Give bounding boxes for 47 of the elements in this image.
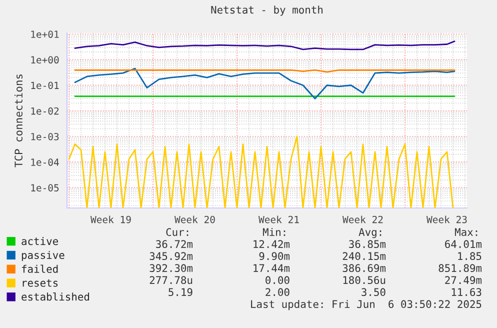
text: 27.49m: [445, 276, 482, 284]
text: Last update: Fri Jun 6 03:50:22 2025: [251, 300, 482, 310]
text: 3.50: [362, 288, 386, 296]
text: 9.90m: [259, 252, 290, 260]
text: 240.15m: [342, 252, 386, 260]
text: 277.78u: [150, 276, 192, 284]
x-tick-label: Week 22: [342, 216, 383, 224]
text: 386.69m: [342, 264, 386, 272]
text: 36.85m: [349, 240, 386, 248]
y-tick-label: 1e-03: [31, 132, 59, 140]
x-tick-label: Week 21: [258, 216, 299, 224]
y-tick-label: 1e-05: [31, 184, 59, 192]
y-tick-label: 1e+00: [31, 56, 59, 64]
y-tick-label: 1e-02: [31, 107, 59, 115]
legend-label: established: [22, 292, 90, 301]
chart-title: Netstat - by month: [211, 6, 323, 16]
legend-label: resets: [22, 279, 58, 287]
text: 64.01m: [445, 240, 482, 248]
text: 851.89m: [438, 264, 482, 272]
text: Min:: [262, 228, 286, 236]
text: 5.19: [168, 288, 192, 296]
text: 17.44m: [254, 264, 290, 272]
text: Max:: [454, 228, 478, 236]
x-tick-label: Week 23: [426, 216, 467, 224]
text: 11.63: [452, 288, 482, 296]
text: 12.42m: [254, 240, 290, 248]
y-tick-label: 1e-01: [31, 82, 59, 90]
text: 36.72m: [156, 240, 193, 248]
text: Cur:: [166, 228, 188, 236]
text: Avg:: [358, 228, 382, 238]
x-tick-label: Week 20: [174, 216, 215, 224]
text: 1.85: [458, 252, 482, 260]
text: 2.00: [266, 288, 290, 296]
legend-label: active: [22, 237, 58, 246]
y-tick-label: 1e-04: [31, 158, 59, 166]
y-tick-label: 1e+01: [31, 30, 59, 38]
line-series: [68, 136, 454, 208]
legend-label: passive: [22, 250, 64, 262]
text: 392.30m: [150, 264, 193, 272]
line-series: [74, 68, 456, 100]
y-axis-title: TCP connections: [14, 74, 23, 168]
line-series: [74, 40, 456, 50]
text: 345.92m: [150, 252, 193, 260]
legend-label: failed: [22, 264, 58, 273]
x-tick-label: Week 19: [90, 216, 131, 224]
text: 0.00: [266, 276, 290, 284]
text: 180.56u: [343, 276, 386, 284]
